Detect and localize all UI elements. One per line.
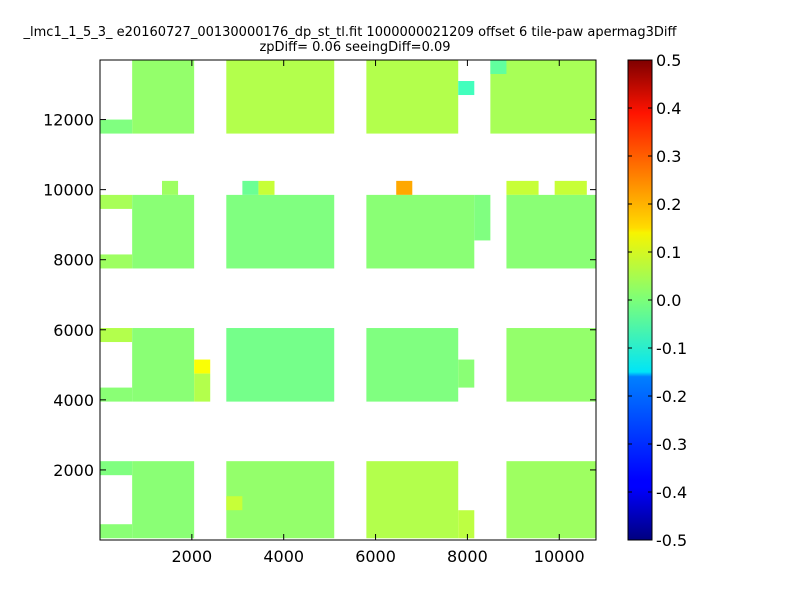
x-tick-label: 4000 [263, 547, 304, 566]
heatmap-cell [258, 180, 275, 195]
heatmap-cell [458, 510, 475, 539]
heatmap-cell [474, 194, 491, 241]
heatmap-cell [366, 194, 475, 269]
heatmap-cell [458, 81, 475, 96]
y-tick-label: 10000 [43, 181, 94, 200]
colorbar-tick-label: 0.5 [656, 51, 681, 70]
heatmap-cell [226, 496, 243, 511]
heatmap-cell [100, 119, 133, 134]
heatmap-cell [490, 60, 596, 134]
heatmap-cell [366, 60, 459, 134]
colorbar-tick-label: -0.4 [656, 483, 687, 502]
heatmap-cell [100, 461, 133, 476]
plot-frame [99, 59, 597, 541]
heatmap-cell [366, 461, 459, 539]
y-axis: 2000 4000 6000 8000 10000 12000 [43, 111, 596, 480]
x-tick-label: 6000 [355, 547, 396, 566]
heatmap-cell [194, 359, 211, 374]
x-tick-label: 2000 [171, 547, 212, 566]
colorbar-tick-label: 0.0 [656, 291, 681, 310]
heatmap-cell [132, 461, 195, 539]
colorbar-tick-label: -0.5 [656, 531, 687, 550]
heatmap-cell [194, 373, 211, 402]
y-tick-label: 6000 [53, 321, 94, 340]
heatmap-cell [366, 328, 459, 402]
heatmap-cell [100, 387, 133, 402]
y-tick-label: 4000 [53, 391, 94, 410]
heatmap-cell [554, 180, 587, 195]
heatmap-cell [490, 60, 507, 75]
colorbar-tick-label: -0.2 [656, 387, 687, 406]
heatmap-cell [396, 180, 413, 195]
heatmap-cell [242, 180, 259, 195]
heatmap-cell [226, 461, 335, 539]
x-tick-label: 10000 [534, 547, 585, 566]
heatmap-cell [506, 194, 596, 269]
heatmap-cell [506, 461, 596, 539]
x-axis: 2000 4000 6000 8000 10000 [171, 60, 585, 566]
chart-title-line2: zpDiff= 0.06 seeingDiff=0.09 [259, 40, 451, 55]
heatmap-cell [100, 194, 133, 209]
plot-area [100, 60, 596, 539]
heatmap-cell [132, 328, 195, 402]
heatmap-cell [162, 180, 179, 195]
colorbar-tick-label: -0.3 [656, 435, 687, 454]
heatmap-cell [506, 180, 539, 195]
colorbar-tick-label: -0.1 [656, 339, 687, 358]
heatmap-cell [226, 60, 335, 134]
heatmap-cell [132, 194, 195, 269]
colorbar-tick-label: 0.4 [656, 99, 681, 118]
colorbar-tick-label: 0.2 [656, 195, 681, 214]
heatmap-cell [458, 359, 475, 388]
chart-title-line1: _lmc1_1_5_3_ e20160727_00130000176_dp_st… [23, 25, 677, 40]
heatmap-cell [226, 328, 335, 402]
heatmap-cell [100, 328, 133, 343]
colorbar-tick-label: 0.1 [656, 243, 681, 262]
colorbar-tick-label: 0.3 [656, 147, 681, 166]
y-tick-label: 2000 [53, 461, 94, 480]
x-tick-label: 8000 [447, 547, 488, 566]
y-tick-label: 12000 [43, 111, 94, 130]
heatmap-cell [506, 328, 596, 402]
heatmap-cell [100, 254, 133, 269]
y-tick-label: 8000 [53, 251, 94, 270]
heatmap-cell [132, 60, 195, 134]
heatmap-cell [100, 524, 133, 539]
colorbar-axis: -0.5 -0.4 -0.3 -0.2 -0.1 0.0 0.1 0.2 0.3 0.4 0.5 [628, 51, 687, 550]
heatmap-cell [226, 194, 335, 269]
